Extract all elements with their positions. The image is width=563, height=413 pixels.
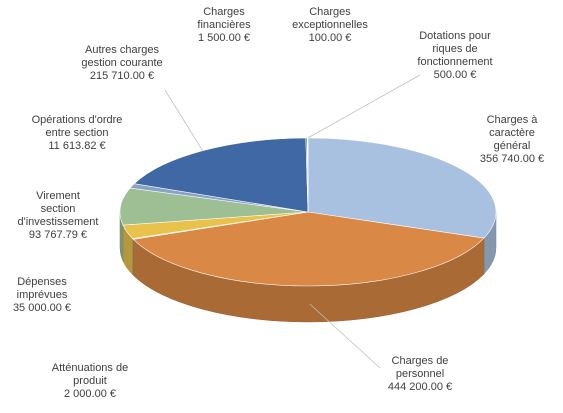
value-label: 215 710.00 € <box>89 70 155 82</box>
category-label: Autres charges gestion courante <box>81 44 163 69</box>
data-label: Dépenses imprévues 35 000.00 € <box>13 276 71 315</box>
category-label: Charges exceptionnelles <box>292 6 368 31</box>
category-label: Virement section d'investissement <box>17 190 99 228</box>
data-label: Charges exceptionnelles 100.00 € <box>292 6 368 45</box>
slice <box>133 137 309 213</box>
value-label: 93 767.79 € <box>28 229 88 241</box>
data-label: Atténuations de produit 2 000.00 € <box>52 362 128 401</box>
leader-line <box>164 89 203 151</box>
category-label: Charges de personnel <box>391 355 449 380</box>
category-label: Opérations d'ordre entre section <box>31 114 123 139</box>
value-label: 2 000.00 € <box>63 388 116 400</box>
slice <box>119 187 309 226</box>
category-label: Charges à caractère général <box>486 114 538 152</box>
data-label: Charges de personnel 444 200.00 € <box>388 355 452 394</box>
data-label: Autres charges gestion courante 215 710.0… <box>81 44 162 83</box>
value-label: 500.00 € <box>433 69 477 81</box>
value-label: 11 613.82 € <box>48 140 106 152</box>
data-label: Charges à caractère général 356 740.00 € <box>480 114 544 166</box>
data-label: Opérations d'ordre entre section 11 613.8… <box>32 114 123 153</box>
category-label: Atténuations de produit <box>51 362 129 387</box>
data-label: Dotations pour riques de fonctionnement 5… <box>417 30 492 82</box>
slice <box>307 137 497 239</box>
category-label: Charges financières <box>197 6 251 31</box>
leader-line <box>309 303 381 369</box>
category-label: Dépenses imprévues <box>16 276 68 301</box>
leader-line <box>307 74 421 139</box>
value-label: 100.00 € <box>308 32 352 44</box>
data-label: Virement section d'investissement 93 767.… <box>18 190 99 242</box>
value-label: 356 740.00 € <box>479 153 545 165</box>
value-label: 1 500.00 € <box>197 32 250 44</box>
slice <box>132 211 485 287</box>
value-label: 35 000.00 € <box>12 302 72 314</box>
data-label: Charges financières 1 500.00 € <box>197 6 250 45</box>
category-label: Dotations pour riques de fonctionnement <box>417 30 493 68</box>
value-label: 444 200.00 € <box>387 381 453 393</box>
